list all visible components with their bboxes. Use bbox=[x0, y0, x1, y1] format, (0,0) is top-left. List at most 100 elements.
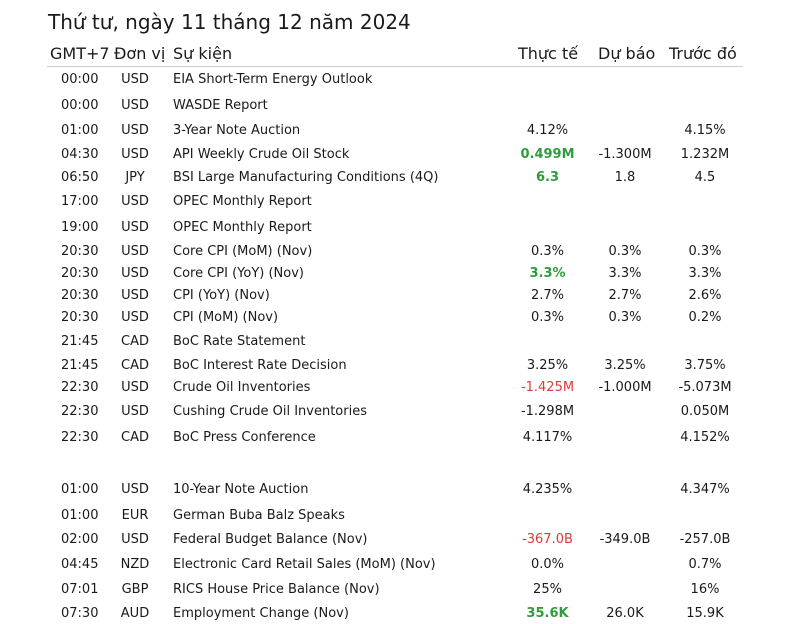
row-previous: 4.152% bbox=[680, 430, 730, 445]
row-time: 06:50 bbox=[61, 170, 99, 185]
row-previous: 2.6% bbox=[688, 288, 722, 303]
row-time: 04:45 bbox=[61, 557, 99, 572]
row-event: Electronic Card Retail Sales (MoM) (Nov) bbox=[173, 557, 436, 572]
table-row[interactable]: 22:30 CAD BoC Press Conference 4.117% 4.152% bbox=[0, 428, 788, 448]
row-currency: USD bbox=[121, 220, 149, 235]
row-forecast: 1.8 bbox=[614, 170, 636, 185]
table-row[interactable]: 01:00 USD 3-Year Note Auction 4.12% 4.15% bbox=[0, 121, 788, 141]
row-actual: -1.425M bbox=[520, 380, 575, 395]
row-currency: USD bbox=[121, 288, 149, 303]
table-row[interactable]: 07:01 GBP RICS House Price Balance (Nov) 25… bbox=[0, 580, 788, 600]
table-row[interactable]: 19:00 USD OPEC Monthly Report bbox=[0, 218, 788, 238]
column-header-currency: Đơn vị bbox=[114, 44, 166, 63]
row-currency: CAD bbox=[121, 358, 149, 373]
row-time: 17:00 bbox=[61, 194, 99, 209]
row-time: 00:00 bbox=[61, 98, 99, 113]
row-event: Crude Oil Inventories bbox=[173, 380, 311, 395]
row-currency: USD bbox=[121, 482, 149, 497]
row-actual: 4.235% bbox=[522, 482, 573, 497]
row-previous: 0.2% bbox=[688, 310, 722, 325]
row-event: German Buba Balz Speaks bbox=[173, 508, 345, 523]
row-event: CPI (YoY) (Nov) bbox=[173, 288, 270, 303]
row-event: BoC Press Conference bbox=[173, 430, 316, 445]
row-actual: 3.25% bbox=[526, 358, 569, 373]
row-time: 07:30 bbox=[61, 606, 99, 621]
table-row[interactable]: 21:45 CAD BoC Interest Rate Decision 3.25% 3… bbox=[0, 356, 788, 376]
table-row[interactable]: 00:00 USD WASDE Report bbox=[0, 96, 788, 116]
row-event: 3-Year Note Auction bbox=[173, 123, 301, 138]
row-time: 20:30 bbox=[61, 288, 99, 303]
row-forecast: 0.3% bbox=[608, 244, 642, 259]
table-row[interactable]: 20:30 USD Core CPI (YoY) (Nov) 3.3% 3.3% 3.3% bbox=[0, 264, 788, 284]
row-actual: 0.3% bbox=[530, 310, 565, 325]
row-event: 10-Year Note Auction bbox=[173, 482, 309, 497]
table-row[interactable]: 20:30 USD CPI (MoM) (Nov) 0.3% 0.3% 0.2% bbox=[0, 308, 788, 328]
row-currency: USD bbox=[121, 147, 149, 162]
row-currency: USD bbox=[121, 98, 149, 113]
row-actual: 4.117% bbox=[522, 430, 573, 445]
table-row[interactable]: 04:30 USD API Weekly Crude Oil Stock 0.499M… bbox=[0, 145, 788, 165]
row-actual: 25% bbox=[533, 582, 562, 597]
row-time: 22:30 bbox=[61, 404, 99, 419]
row-event: Core CPI (MoM) (Nov) bbox=[173, 244, 313, 259]
table-row[interactable]: 00:00 USD EIA Short-Term Energy Outlook bbox=[0, 70, 788, 90]
row-time: 21:45 bbox=[61, 334, 99, 349]
row-currency: USD bbox=[121, 266, 149, 281]
row-forecast: -1.000M bbox=[598, 380, 652, 395]
row-actual: 35.6K bbox=[526, 606, 569, 621]
row-time: 02:00 bbox=[61, 532, 99, 547]
column-header-previous: Trước đó bbox=[669, 44, 737, 63]
row-actual: 2.7% bbox=[530, 288, 565, 303]
row-previous: 16% bbox=[690, 582, 720, 597]
table-row[interactable]: 20:30 USD CPI (YoY) (Nov) 2.7% 2.7% 2.6% bbox=[0, 286, 788, 306]
row-previous: 3.75% bbox=[684, 358, 726, 373]
row-previous: 4.5 bbox=[694, 170, 716, 185]
row-actual: 6.3 bbox=[535, 170, 560, 185]
row-actual: 4.12% bbox=[526, 123, 569, 138]
row-currency: USD bbox=[121, 244, 149, 259]
table-row[interactable]: 22:30 USD Crude Oil Inventories -1.425M -1.0… bbox=[0, 378, 788, 398]
row-actual: -1.298M bbox=[520, 404, 575, 419]
row-time: 04:30 bbox=[61, 147, 99, 162]
row-forecast: 2.7% bbox=[608, 288, 642, 303]
row-event: Core CPI (YoY) (Nov) bbox=[173, 266, 305, 281]
table-row[interactable]: 17:00 USD OPEC Monthly Report bbox=[0, 192, 788, 212]
page-title: Thứ tư, ngày 11 tháng 12 năm 2024 bbox=[48, 10, 411, 34]
table-row[interactable]: 06:50 JPY BSI Large Manufacturing Conditio… bbox=[0, 168, 788, 188]
row-currency: EUR bbox=[121, 508, 149, 523]
row-previous: 0.3% bbox=[688, 244, 722, 259]
row-time: 01:00 bbox=[61, 508, 99, 523]
row-currency: JPY bbox=[125, 170, 145, 185]
row-actual: 0.499M bbox=[520, 147, 575, 162]
row-previous: -257.0B bbox=[679, 532, 731, 547]
row-time: 19:00 bbox=[61, 220, 99, 235]
row-time: 01:00 bbox=[61, 482, 99, 497]
row-time: 22:30 bbox=[61, 430, 99, 445]
row-currency: NZD bbox=[120, 557, 150, 572]
row-event: WASDE Report bbox=[173, 98, 268, 113]
row-event: Cushing Crude Oil Inventories bbox=[173, 404, 367, 419]
row-event: CPI (MoM) (Nov) bbox=[173, 310, 279, 325]
row-event: OPEC Monthly Report bbox=[173, 194, 312, 209]
row-time: 20:30 bbox=[61, 244, 99, 259]
header-divider bbox=[47, 66, 743, 67]
table-row[interactable]: 04:45 NZD Electronic Card Retail Sales (Mo… bbox=[0, 555, 788, 575]
row-currency: GBP bbox=[121, 582, 149, 597]
row-event: API Weekly Crude Oil Stock bbox=[173, 147, 350, 162]
table-row[interactable]: 02:00 USD Federal Budget Balance (Nov) -367… bbox=[0, 530, 788, 550]
row-previous: 0.050M bbox=[680, 404, 730, 419]
column-header-actual: Thực tế bbox=[518, 44, 579, 63]
row-currency: USD bbox=[121, 310, 149, 325]
table-row[interactable]: 20:30 USD Core CPI (MoM) (Nov) 0.3% 0.3% 0.3% bbox=[0, 242, 788, 262]
table-row[interactable]: 21:45 CAD BoC Rate Statement bbox=[0, 332, 788, 352]
table-row[interactable]: 22:30 USD Cushing Crude Oil Inventories -1.… bbox=[0, 402, 788, 422]
row-currency: USD bbox=[121, 404, 149, 419]
table-row[interactable]: 01:00 USD 10-Year Note Auction 4.235% 4.347% bbox=[0, 480, 788, 500]
row-forecast: 26.0K bbox=[606, 606, 644, 621]
row-time: 00:00 bbox=[61, 72, 99, 87]
row-previous: 15.9K bbox=[686, 606, 724, 621]
table-row[interactable]: 07:30 AUD Employment Change (Nov) 35.6K 26.0… bbox=[0, 604, 788, 624]
table-row[interactable]: 01:00 EUR German Buba Balz Speaks bbox=[0, 506, 788, 526]
row-actual: -367.0B bbox=[522, 532, 573, 547]
row-currency: USD bbox=[121, 72, 149, 87]
